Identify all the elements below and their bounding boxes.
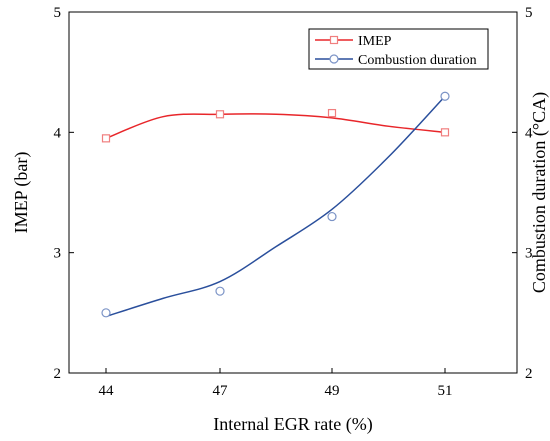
y-left-tick-label: 5 [54, 5, 62, 21]
y-left-tick-label: 4 [54, 125, 62, 141]
series-line [105, 113, 446, 140]
data-point [215, 110, 225, 119]
data-point [101, 308, 111, 318]
data-point [101, 134, 111, 143]
x-tick-label: 44 [99, 383, 115, 399]
series-imep [101, 108, 450, 143]
x-tick-label: 49 [325, 383, 340, 399]
series-combustion-duration [101, 91, 450, 318]
data-point [215, 286, 225, 296]
y-left-tick-label: 2 [54, 366, 62, 382]
data-point [440, 91, 450, 101]
legend-marker [329, 54, 339, 64]
plot-area [68, 11, 518, 374]
x-axis-title: Internal EGR rate (%) [213, 414, 372, 435]
x-tick-label: 47 [213, 383, 229, 399]
y-right-axis-title: Combustion duration (°CA) [529, 92, 550, 293]
y-right-tick-label: 5 [525, 5, 533, 21]
legend-item: IMEP [315, 34, 392, 49]
y-right-tick-label: 2 [525, 366, 533, 382]
legend-item: Combustion duration [315, 53, 477, 68]
data-point [327, 108, 337, 118]
series-line [105, 95, 446, 318]
y-left-tick-label: 3 [54, 246, 62, 262]
axes: 2 3 4 5 2 3 4 5 44 47 49 51 Internal EGR rate (%) IME… [11, 5, 550, 435]
legend-box [308, 28, 489, 70]
data-point [440, 128, 450, 137]
legend-label: Combustion duration [358, 53, 477, 68]
legend: IMEP Combustion duration [308, 28, 489, 70]
y-right-tick-label: 4 [525, 125, 533, 141]
legend-marker [329, 35, 339, 45]
y-left-axis-title: IMEP (bar) [11, 152, 32, 234]
series-layer [101, 91, 450, 318]
plot-frame [68, 11, 518, 374]
y-right-tick-label: 3 [525, 246, 533, 262]
legend-label: IMEP [358, 34, 392, 49]
x-tick-label: 51 [438, 383, 453, 399]
data-point [327, 211, 337, 222]
